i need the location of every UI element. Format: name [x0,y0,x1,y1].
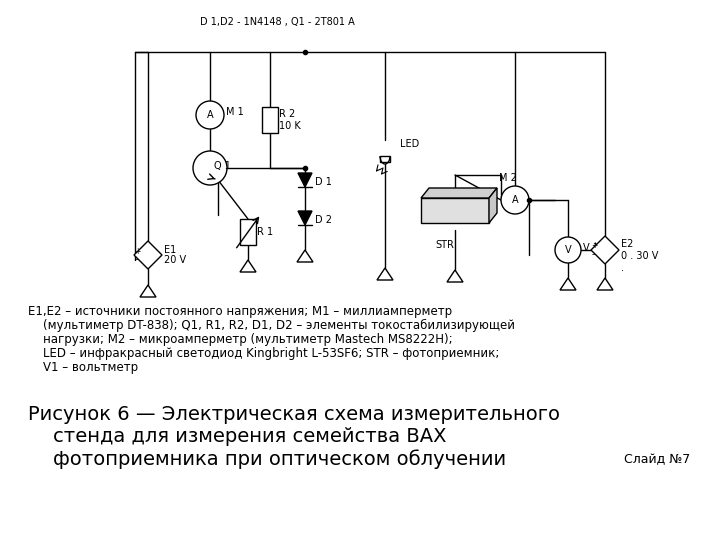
Text: V: V [564,245,571,255]
Polygon shape [298,211,312,225]
Polygon shape [298,173,312,187]
Text: R 1: R 1 [257,227,273,237]
Text: V 1: V 1 [583,243,599,253]
Text: фотоприемника при оптическом облучении: фотоприемника при оптическом облучении [28,449,506,469]
Bar [262,107,278,133]
Text: M 1: M 1 [226,107,244,117]
Bar [421,198,489,223]
Polygon shape [421,188,497,198]
Circle shape [501,186,529,214]
Polygon shape [489,188,497,223]
Text: 0 . 30 V: 0 . 30 V [621,251,658,261]
Text: стенда для измерения семейства ВАХ: стенда для измерения семейства ВАХ [28,427,446,446]
Text: нагрузки; M2 – микроамперметр (мультиметр Mastech MS8222H);: нагрузки; M2 – микроамперметр (мультимет… [28,333,453,346]
Text: +: + [591,241,597,251]
Text: LED – инфракрасный светодиод Kingbright L-53SF6; STR – фотоприемник;: LED – инфракрасный светодиод Kingbright … [28,347,500,360]
Text: LED: LED [400,139,419,149]
Text: D 1,D2 - 1N4148 , Q1 - 2T801 A: D 1,D2 - 1N4148 , Q1 - 2T801 A [200,17,355,27]
Text: E2: E2 [621,239,634,249]
Circle shape [193,151,227,185]
Text: STR: STR [436,240,454,250]
Polygon shape [591,236,619,264]
Text: .: . [621,263,624,273]
Text: R 2: R 2 [279,109,295,119]
Text: D 1: D 1 [315,177,332,187]
Text: –: – [135,255,139,265]
Text: +: + [134,246,140,255]
Text: D 2: D 2 [315,215,332,225]
Text: Рисунок 6 — Электрическая схема измерительного: Рисунок 6 — Электрическая схема измерите… [28,405,560,424]
Bar [380,156,390,162]
Text: –: – [592,251,596,260]
Text: M 2: M 2 [499,173,517,183]
Text: 20 V: 20 V [164,255,186,265]
Text: (мультиметр DT-838); Q1, R1, R2, D1, D2 – элементы токостабилизирующей: (мультиметр DT-838); Q1, R1, R2, D1, D2 … [28,319,515,332]
Bar [240,219,256,245]
Text: Слайд №7: Слайд №7 [624,453,690,466]
Circle shape [555,237,581,263]
Text: 10 K: 10 K [279,121,301,131]
Text: E1: E1 [164,245,176,255]
Text: Q 1: Q 1 [214,161,231,171]
Polygon shape [134,241,162,269]
Circle shape [196,101,224,129]
Text: E1,E2 – источники постоянного напряжения; M1 – миллиамперметр: E1,E2 – источники постоянного напряжения… [28,305,452,318]
Text: A: A [207,110,213,120]
Text: A: A [512,195,518,205]
Text: V1 – вольтметр: V1 – вольтметр [28,361,138,374]
